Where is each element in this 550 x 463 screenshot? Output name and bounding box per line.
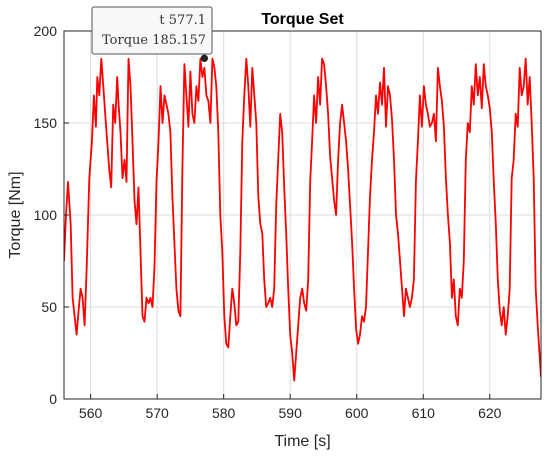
plot-area — [64, 57, 541, 382]
datatip-y-text: Torque 185.157 — [102, 33, 206, 48]
datatip-x-text: t 577.1 — [159, 13, 206, 28]
y-axis: 0 50 100 150 200 — [34, 23, 69, 407]
x-tick-label: 620 — [478, 405, 502, 421]
datatip-box — [91, 6, 213, 55]
y-tick-label: 100 — [34, 207, 58, 223]
datatip[interactable]: t 577.1 Torque 185.157 — [91, 6, 213, 63]
x-tick-label: 580 — [212, 405, 236, 421]
x-tick-label: 560 — [79, 405, 103, 421]
x-tick-label: 610 — [412, 405, 436, 421]
y-tick-label: 0 — [49, 391, 57, 407]
y-axis-label: Torque [Nm] — [7, 171, 24, 258]
chart-title: Torque Set — [261, 11, 344, 28]
x-tick-label: 570 — [145, 405, 169, 421]
x-axis-label: Time [s] — [274, 433, 330, 450]
y-tick-label: 200 — [34, 23, 58, 39]
x-axis: 560 570 580 590 600 610 620 — [79, 394, 502, 421]
y-tick-label: 150 — [34, 115, 58, 131]
y-tick-label: 50 — [41, 299, 57, 315]
datatip-marker[interactable] — [200, 54, 209, 63]
x-tick-label: 600 — [345, 405, 369, 421]
x-tick-label: 590 — [279, 405, 303, 421]
torque-series-line — [64, 57, 541, 382]
